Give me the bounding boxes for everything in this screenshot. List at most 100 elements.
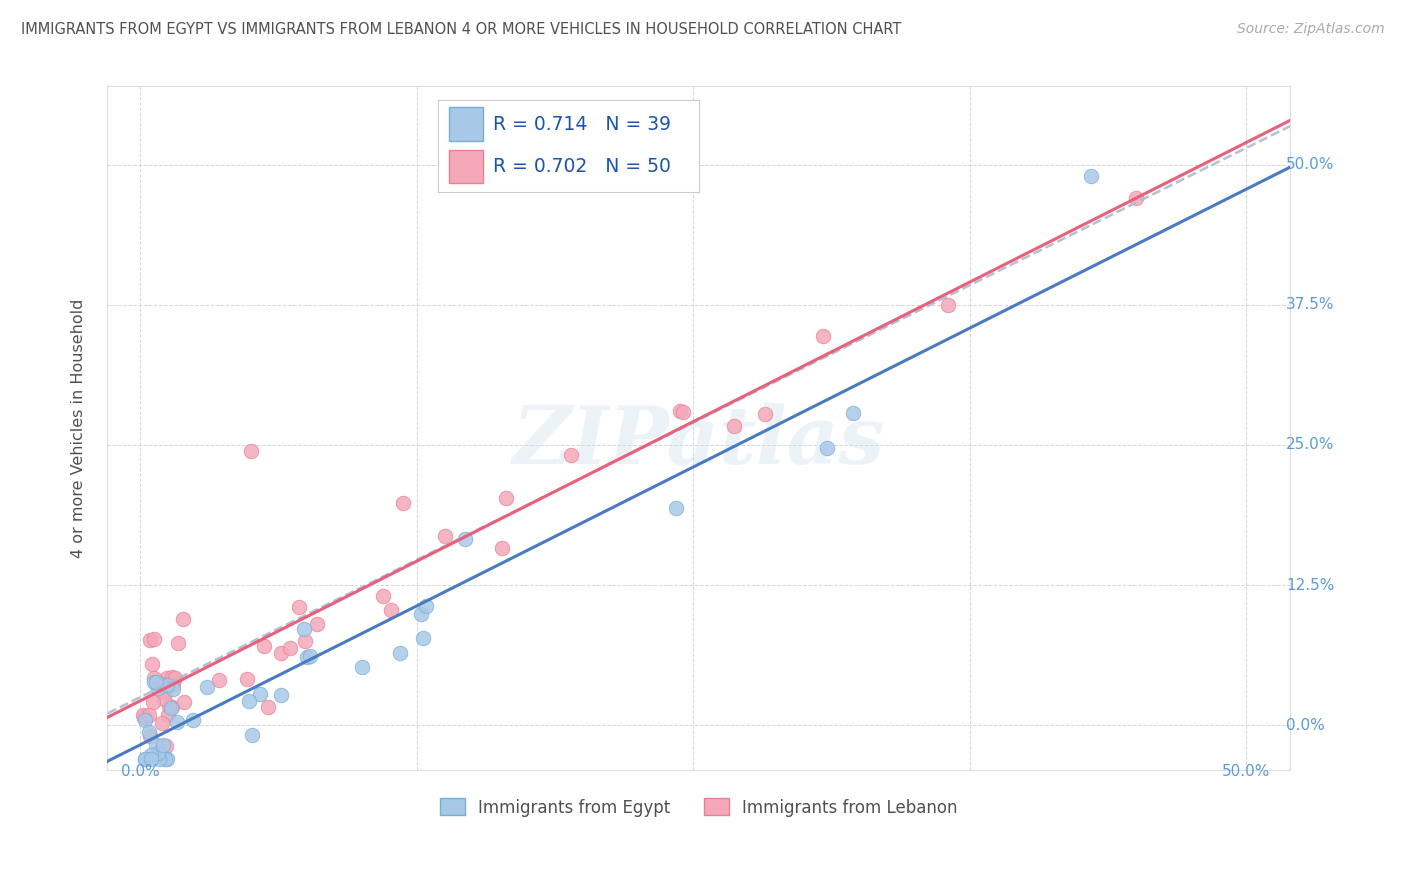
Point [352, 659, 374, 673]
Point [298, 649, 321, 664]
Y-axis label: 4 or more Vehicles in Household: 4 or more Vehicles in Household [72, 299, 86, 558]
Point [141, 657, 163, 672]
Point [238, 694, 260, 708]
Text: 25.0%: 25.0% [1286, 437, 1334, 452]
Point [388, 647, 411, 661]
Point [491, 541, 513, 555]
Text: 12.5%: 12.5% [1286, 578, 1334, 592]
Point [166, 715, 188, 730]
Point [669, 404, 692, 418]
Point [1080, 169, 1102, 183]
Point [208, 673, 231, 688]
Point [936, 298, 959, 312]
Point [157, 698, 180, 713]
Point [256, 700, 278, 714]
Point [139, 747, 162, 762]
Point [134, 713, 156, 727]
Point [665, 501, 688, 516]
Point [134, 752, 156, 766]
Legend: Immigrants from Egypt, Immigrants from Lebanon: Immigrants from Egypt, Immigrants from L… [433, 792, 965, 823]
Point [160, 670, 183, 684]
Text: ZIPatlas: ZIPatlas [513, 403, 884, 481]
Point [148, 752, 170, 766]
Point [132, 710, 155, 724]
Point [145, 675, 167, 690]
Point [297, 649, 319, 664]
Point [167, 636, 190, 650]
Point [253, 640, 276, 654]
Point [155, 752, 177, 766]
Point [146, 746, 169, 760]
Text: 50.0%: 50.0% [1286, 157, 1334, 172]
Point [495, 491, 517, 505]
Point [153, 685, 176, 699]
Text: 0.0%: 0.0% [121, 764, 160, 780]
Point [392, 496, 415, 510]
Point [155, 671, 177, 685]
Point [454, 532, 477, 546]
Point [172, 612, 194, 626]
Point [150, 677, 173, 691]
Point [294, 633, 316, 648]
Point [1125, 191, 1147, 205]
Point [278, 641, 301, 656]
Point [181, 713, 204, 727]
Point [723, 418, 745, 433]
Point [162, 681, 184, 696]
Point [143, 632, 166, 646]
Point [150, 715, 173, 730]
Point [145, 675, 167, 690]
Point [138, 724, 160, 739]
Point [142, 695, 165, 709]
Point [672, 405, 695, 419]
Point [134, 710, 156, 724]
Point [270, 689, 292, 703]
Point [141, 752, 163, 766]
Point [288, 600, 311, 615]
Point [162, 677, 184, 691]
Point [195, 681, 218, 695]
Point [409, 607, 432, 622]
Point [173, 695, 195, 709]
Point [146, 681, 169, 696]
Point [138, 707, 160, 722]
Point [156, 707, 179, 722]
Text: 0.0%: 0.0% [1286, 718, 1324, 732]
Point [143, 674, 166, 689]
Point [162, 700, 184, 714]
Point [152, 692, 174, 706]
Point [249, 687, 271, 701]
Point [560, 448, 582, 462]
Text: 37.5%: 37.5% [1286, 297, 1334, 312]
Point [292, 622, 315, 636]
Point [307, 616, 329, 631]
Point [139, 729, 162, 743]
Point [235, 672, 257, 686]
Point [139, 632, 162, 647]
Point [371, 589, 394, 603]
Point [163, 672, 186, 686]
Point [142, 671, 165, 685]
Text: 50.0%: 50.0% [1222, 764, 1270, 780]
Point [240, 728, 263, 742]
Point [145, 738, 167, 752]
Text: Source: ZipAtlas.com: Source: ZipAtlas.com [1237, 22, 1385, 37]
Point [239, 443, 262, 458]
Point [813, 329, 835, 343]
Point [433, 529, 456, 543]
Point [134, 752, 156, 766]
Point [815, 442, 838, 456]
Point [159, 701, 181, 715]
Point [415, 599, 437, 613]
Point [152, 738, 174, 752]
Point [156, 678, 179, 692]
Point [153, 752, 176, 766]
Point [412, 632, 434, 646]
Point [842, 406, 865, 420]
Point [380, 603, 402, 617]
Point [132, 707, 155, 722]
Point [270, 646, 292, 660]
Point [754, 407, 776, 421]
Text: IMMIGRANTS FROM EGYPT VS IMMIGRANTS FROM LEBANON 4 OR MORE VEHICLES IN HOUSEHOLD: IMMIGRANTS FROM EGYPT VS IMMIGRANTS FROM… [21, 22, 901, 37]
Point [155, 739, 177, 753]
